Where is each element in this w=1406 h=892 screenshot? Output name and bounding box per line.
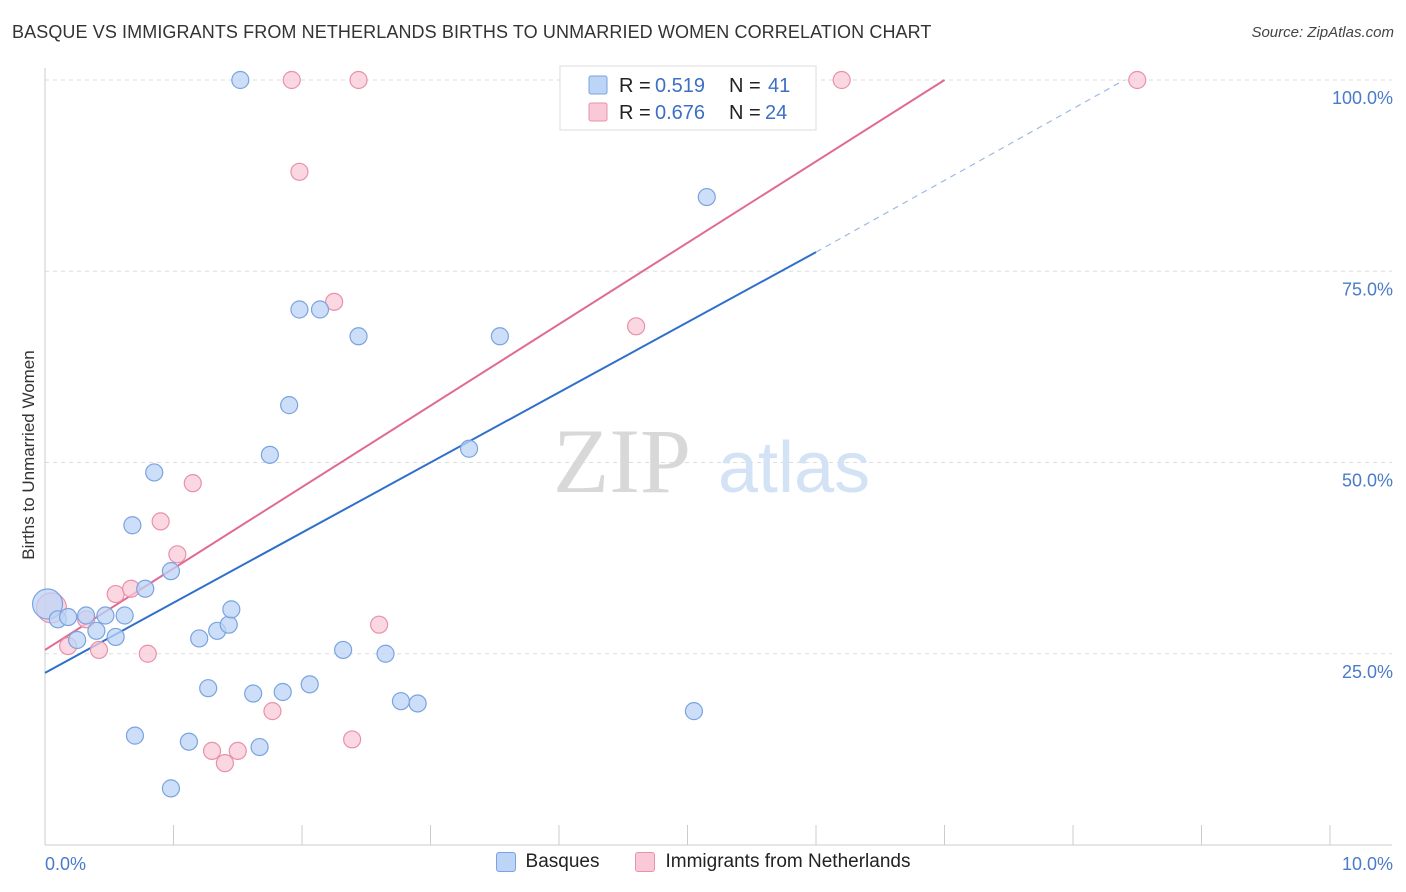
point-basques	[179, 732, 199, 751]
legend-item-basques[interactable]: Basques	[495, 851, 600, 873]
grid-lines	[45, 79, 1392, 655]
point-basques	[391, 692, 411, 711]
point-basques	[125, 726, 145, 745]
point-basques	[106, 627, 125, 647]
point-basques	[300, 675, 319, 694]
legend-r-value-2: 0.676	[655, 102, 705, 124]
point-basques	[68, 630, 87, 650]
point-basques	[459, 439, 479, 458]
watermark-zip: ZIP	[553, 410, 691, 512]
y-axis-label: Births to Unmarried Women	[19, 350, 38, 559]
legend-swatch-netherlands	[588, 102, 608, 122]
trend-line-basques-extension	[815, 79, 1125, 253]
point-netherlands	[106, 584, 125, 604]
point-basques	[290, 300, 309, 319]
point-basques	[273, 682, 292, 702]
point-netherlands	[263, 702, 282, 721]
point-netherlands	[325, 292, 344, 311]
trend-lines	[44, 79, 1125, 674]
chart-title: BASQUE VS IMMIGRANTS FROM NETHERLANDS BI…	[12, 22, 932, 42]
y-tick-label: 50.0%	[1342, 471, 1393, 491]
point-basques	[280, 396, 299, 415]
point-basques	[244, 684, 263, 703]
bottom-legend: Basques Immigrants from Netherlands	[0, 851, 1406, 873]
legend-n-value-1: 41	[768, 75, 790, 97]
point-netherlands	[215, 754, 234, 773]
point-basques	[136, 579, 155, 598]
point-basques	[190, 629, 209, 648]
legend-r-value-1: 0.519	[655, 75, 705, 97]
point-netherlands	[370, 615, 389, 634]
point-netherlands	[202, 741, 222, 761]
point-basques	[219, 615, 238, 634]
legend-r-label-1: R =	[619, 75, 651, 97]
point-basques	[684, 702, 704, 721]
legend-swatch-basques	[588, 75, 608, 95]
legend-swatch-pink	[635, 852, 656, 872]
point-netherlands	[1128, 70, 1147, 90]
legend-label-basques: Basques	[525, 851, 600, 872]
point-basques	[77, 606, 96, 625]
legend-n-label-1: N =	[729, 75, 761, 97]
point-basques	[145, 463, 164, 482]
watermark: ZIP atlas	[553, 410, 870, 512]
point-netherlands	[282, 70, 301, 90]
x-tick-label: 0.0%	[45, 854, 86, 874]
point-netherlands	[349, 70, 368, 90]
legend-swatch-blue	[495, 852, 516, 872]
point-basques	[408, 694, 427, 713]
watermark-atlas: atlas	[718, 428, 870, 508]
point-basques	[123, 516, 142, 535]
point-netherlands	[343, 730, 362, 749]
point-basques	[697, 187, 716, 207]
x-tick-label: 10.0%	[1342, 854, 1393, 874]
point-netherlands	[290, 162, 309, 181]
point-netherlands	[626, 317, 646, 336]
point-basques	[349, 327, 368, 346]
legend-r-label-2: R =	[619, 102, 651, 124]
point-basques	[59, 607, 78, 627]
legend-item-netherlands[interactable]: Immigrants from Netherlands	[635, 851, 910, 873]
point-basques	[222, 600, 241, 619]
y-tick-label: 75.0%	[1342, 279, 1393, 299]
point-netherlands	[832, 70, 851, 90]
legend-label-netherlands: Immigrants from Netherlands	[665, 851, 911, 872]
point-basques	[490, 327, 509, 346]
axes	[44, 68, 1392, 846]
y-tick-label: 25.0%	[1342, 662, 1393, 682]
point-basques	[199, 679, 218, 698]
y-tick-label: 100.0%	[1332, 88, 1393, 108]
point-basques	[376, 644, 395, 663]
point-netherlands	[89, 640, 109, 660]
point-netherlands	[138, 644, 157, 663]
point-basques	[115, 606, 134, 625]
point-basques	[161, 562, 181, 581]
point-basques	[96, 606, 115, 625]
legend-box: R = 0.519 N = 41 R = 0.676 N = 24	[559, 65, 817, 131]
trend-line-basques	[44, 251, 817, 674]
point-netherlands	[183, 474, 202, 493]
point-netherlands	[168, 545, 187, 564]
point-basques	[334, 640, 353, 660]
legend-n-value-2: 24	[765, 102, 787, 124]
source-credit: Source: ZipAtlas.com	[1251, 24, 1394, 41]
point-basques	[87, 621, 106, 640]
point-netherlands	[151, 512, 170, 531]
trend-line-netherlands	[44, 79, 946, 651]
legend-n-label-2: N =	[729, 102, 761, 124]
point-netherlands	[228, 741, 247, 761]
point-basques	[260, 445, 279, 464]
point-basques	[310, 300, 330, 319]
point-basques	[231, 70, 250, 90]
tick-labels: 25.0% 50.0% 75.0% 100.0% 0.0% 10.0%	[45, 88, 1393, 874]
point-basques	[250, 737, 269, 757]
point-basques	[161, 779, 181, 798]
